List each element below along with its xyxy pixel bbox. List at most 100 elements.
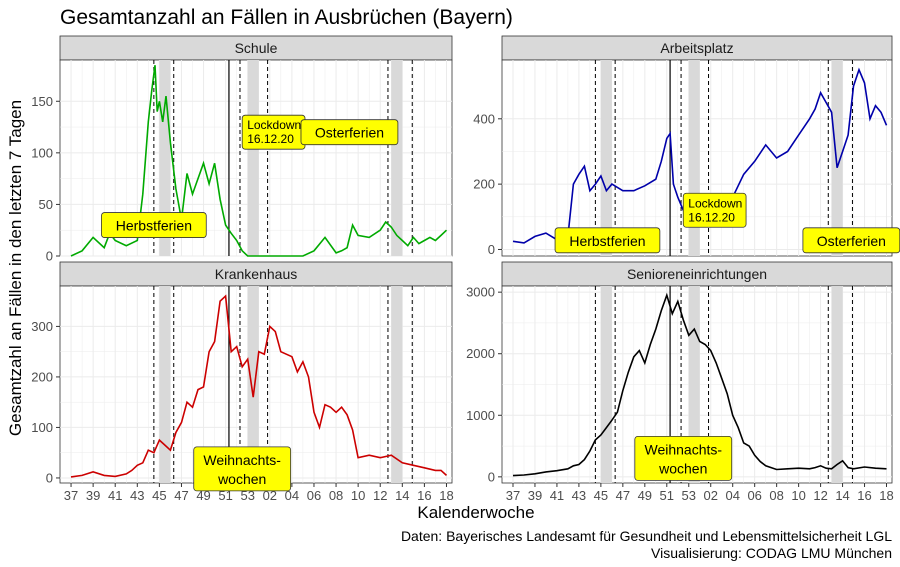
x-tick-label: 53 <box>240 488 254 503</box>
x-tick-label: 06 <box>747 488 761 503</box>
y-tick-label: 1000 <box>466 408 495 423</box>
x-tick-label: 51 <box>660 488 674 503</box>
x-tick-label: 02 <box>263 488 277 503</box>
annotation-text: Osterferien <box>817 233 886 249</box>
panel-strip-label: Arbeitsplatz <box>660 40 733 56</box>
annotation-box <box>300 119 399 146</box>
annotation-text: Lockdown <box>688 196 742 210</box>
holiday-band <box>159 60 171 256</box>
x-tick-label: 51 <box>218 488 232 503</box>
y-tick-label: 200 <box>31 369 53 384</box>
annotation-text: Herbstferien <box>116 218 192 234</box>
y-tick-label: 100 <box>31 145 53 160</box>
x-tick-label: 14 <box>835 488 849 503</box>
annotation-text: 16.12.20 <box>688 210 735 224</box>
x-tick-label: 43 <box>130 488 144 503</box>
annotation-box <box>193 446 292 492</box>
series-line <box>70 65 448 257</box>
holiday-band <box>831 286 843 483</box>
holiday-band <box>688 286 700 483</box>
x-tick-label: 12 <box>813 488 827 503</box>
y-tick-label: 400 <box>473 111 495 126</box>
panel-strip-label: Krankenhaus <box>215 266 298 282</box>
x-tick-label: 45 <box>152 488 166 503</box>
panel-strip <box>59 35 453 61</box>
x-tick-label: 08 <box>329 488 343 503</box>
x-tick-label: 39 <box>86 488 100 503</box>
holiday-band <box>159 286 171 483</box>
y-tick-label: 0 <box>46 249 53 264</box>
y-axis-title: Gesamtzahl an Fällen in den letzten 7 Ta… <box>6 100 25 436</box>
y-tick-label: 3000 <box>466 285 495 300</box>
x-tick-label: 10 <box>351 488 365 503</box>
annotation-box <box>101 212 207 238</box>
y-tick-label: 0 <box>488 242 495 257</box>
panel-strip <box>501 35 893 61</box>
x-tick-label: 41 <box>550 488 564 503</box>
x-tick-label: 16 <box>417 488 431 503</box>
x-axis-title: Kalenderwoche <box>417 503 534 522</box>
panel-senioreneinrichtungen: Senioreneinrichtungen 0 1000 2000 3000 37 39 41… <box>466 261 894 503</box>
x-tick-label: 49 <box>638 488 652 503</box>
x-tick-label: 08 <box>769 488 783 503</box>
annotation-text: Herbstferien <box>569 233 645 249</box>
annotation-text: wochen <box>217 471 266 487</box>
x-tick-label: 04 <box>285 488 299 503</box>
y-tick-label: 150 <box>31 94 53 109</box>
series-line <box>512 292 887 477</box>
panel-strip-label: Senioreneinrichtungen <box>627 266 767 282</box>
y-tick-label: 0 <box>46 470 53 485</box>
x-tick-label: 18 <box>439 488 453 503</box>
holiday-band <box>247 286 259 483</box>
holiday-band <box>247 60 259 256</box>
holiday-band <box>688 60 700 256</box>
annotation-box <box>554 227 661 254</box>
annotation-box <box>634 435 733 481</box>
x-tick-label: 47 <box>616 488 630 503</box>
annotation-text: Osterferien <box>315 125 384 141</box>
holiday-band <box>831 60 843 256</box>
x-tick-label: 43 <box>572 488 586 503</box>
annotation-label: Herbstferien <box>554 227 661 254</box>
annotation-text: Weihnachts- <box>644 441 722 457</box>
y-tick-label: 50 <box>39 197 53 212</box>
panel-strip-label: Schule <box>235 40 278 56</box>
x-tick-label: 47 <box>174 488 188 503</box>
x-tick-label: 16 <box>857 488 871 503</box>
x-tick-label: 14 <box>395 488 409 503</box>
x-tick-label: 12 <box>373 488 387 503</box>
x-tick-label: 53 <box>682 488 696 503</box>
panel-krankenhaus: Krankenhaus 0 100 200 300 37 39 41 43 45 47 49 51 53 0… <box>31 261 454 503</box>
y-tick-label: 2000 <box>466 346 495 361</box>
holiday-band <box>391 286 403 483</box>
holiday-band <box>600 60 612 256</box>
x-tick-label: 39 <box>528 488 542 503</box>
x-tick-label: 49 <box>196 488 210 503</box>
annotation-label: Osterferien <box>300 119 399 146</box>
annotation-text: Lockdown <box>247 118 301 132</box>
x-tick-label: 02 <box>703 488 717 503</box>
chart-title: Gesamtanzahl an Fällen in Ausbrüchen (Ba… <box>60 6 513 29</box>
caption-line-2: Visualisierung: CODAG LMU München <box>651 545 892 561</box>
x-tick-label: 41 <box>108 488 122 503</box>
panel-strip <box>501 261 893 287</box>
y-tick-label: 100 <box>31 420 53 435</box>
annotation-label: Weihnachts-wochen <box>634 435 733 481</box>
annotation-box <box>682 192 747 228</box>
holiday-band <box>600 286 612 483</box>
series-line <box>70 294 448 478</box>
annotation-label: Osterferien <box>802 227 900 254</box>
annotation-text: Weihnachts- <box>203 452 281 468</box>
caption-line-1: Daten: Bayerisches Landesamt für Gesundh… <box>401 528 892 544</box>
annotation-text: wochen <box>658 460 707 476</box>
x-tick-label: 06 <box>307 488 321 503</box>
y-tick-label: 0 <box>488 469 495 484</box>
x-tick-label: 45 <box>594 488 608 503</box>
x-tick-label: 18 <box>879 488 893 503</box>
